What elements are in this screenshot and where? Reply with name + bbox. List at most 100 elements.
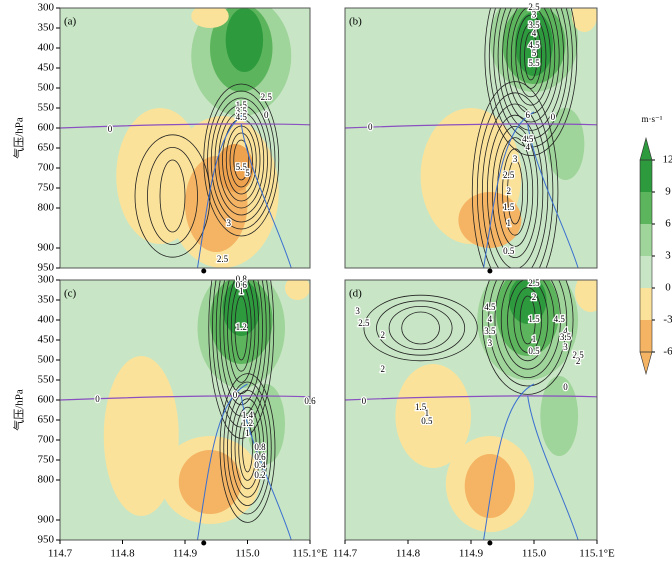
colorbar-tick-label: 6 — [665, 218, 671, 230]
contour-label: 2.5 — [217, 254, 229, 264]
contour-label: 1 — [507, 218, 512, 228]
contour-label: 4 — [488, 314, 493, 324]
y-tick-label: 500 — [38, 354, 55, 366]
contour-label: 3 — [513, 154, 518, 164]
contour-label: 2 — [507, 186, 512, 196]
y-tick-label: 650 — [38, 414, 55, 426]
y-tick-label: 800 — [38, 202, 55, 214]
contour-label: 0.4 — [254, 460, 266, 470]
shaded-region — [458, 192, 521, 248]
y-tick-label: 900 — [38, 514, 55, 526]
y-tick-label: 350 — [38, 22, 55, 34]
panel-label: (d) — [349, 288, 362, 300]
colorbar-tick-label: 12 — [663, 154, 672, 166]
x-tick-label: 115.0 — [235, 548, 260, 560]
station-dot — [201, 541, 206, 546]
panel-label: (c) — [64, 288, 77, 300]
colorbar-tick-label: 0 — [665, 282, 671, 294]
contour-label: 2 — [532, 292, 537, 302]
contour-label: 0 — [233, 390, 238, 400]
contour-label: 0 — [95, 394, 100, 404]
y-tick-label: 350 — [38, 294, 55, 306]
y-tick-label: 950 — [38, 534, 55, 546]
shaded-region — [226, 8, 264, 72]
contour-label: 5 — [532, 48, 537, 58]
contour-label: 0 — [362, 396, 367, 406]
y-tick-label: 600 — [38, 394, 55, 406]
colorbar-tick-label: 3 — [665, 250, 671, 262]
contour-label: 0 — [108, 124, 113, 134]
contour-label: 0 — [563, 382, 568, 392]
contour-label: 4.5 — [236, 112, 248, 122]
colorbar-extension — [640, 352, 652, 374]
y-tick-label: 450 — [38, 334, 55, 346]
contour-label: 1 — [532, 334, 537, 344]
contour-label: 0.5 — [503, 246, 515, 256]
contour-label: 2 — [381, 364, 386, 374]
contour-label: 3.5 — [484, 326, 496, 336]
contour-label: 4 — [525, 142, 530, 152]
contour-label: 5.5 — [528, 58, 540, 68]
y-tick-label: 600 — [38, 122, 55, 134]
contour-label: 0.8 — [254, 442, 266, 452]
y-tick-label: 700 — [38, 434, 55, 446]
y-tick-label: 750 — [38, 182, 55, 194]
x-tick-label: 114.9 — [173, 548, 198, 560]
contour-label: 0.5 — [421, 416, 433, 426]
y-tick-label: 400 — [38, 42, 55, 54]
panel-plot — [345, 0, 597, 302]
y-axis-label: 气压/hPa — [12, 117, 26, 159]
contour-label: 1 — [245, 428, 250, 438]
contour-label: 4.5 — [484, 302, 496, 312]
colorbar-band — [640, 224, 652, 256]
shaded-region — [465, 454, 515, 518]
colorbar-extension — [640, 138, 652, 160]
x-tick-label: 114.8 — [110, 548, 135, 560]
colorbar-tick-label: -6 — [663, 346, 672, 358]
contour-label: 2 — [381, 330, 386, 340]
y-tick-label: 300 — [38, 274, 55, 286]
contour-label: 2.5 — [528, 278, 540, 288]
contour-label: 1.2 — [236, 322, 247, 332]
contour-label: 4 — [532, 28, 537, 38]
y-tick-label: 550 — [38, 102, 55, 114]
contour-label: 5 — [245, 168, 250, 178]
contour-label: 1.5 — [528, 314, 540, 324]
colorbar-unit: m·s⁻¹ — [642, 114, 663, 124]
station-dot — [487, 541, 492, 546]
contour-label: 3 — [532, 9, 537, 19]
contour-label: 3.5 — [560, 332, 572, 342]
contour-label: 3 — [227, 218, 232, 228]
y-tick-label: 500 — [38, 82, 55, 94]
shaded-region — [575, 272, 607, 312]
contour-label: 3 — [355, 306, 360, 316]
station-dot — [487, 269, 492, 274]
colorbar-band — [640, 192, 652, 224]
x-tick-label: 115.0 — [522, 548, 547, 560]
contour-label: 2.5 — [503, 170, 515, 180]
contour-label: 0 — [551, 112, 556, 122]
y-tick-label: 750 — [38, 454, 55, 466]
y-tick-label: 300 — [38, 2, 55, 14]
x-tick-label: 114.9 — [459, 548, 484, 560]
colorbar-band — [640, 320, 652, 352]
contour-label: 0 — [264, 110, 269, 120]
y-tick-label: 950 — [38, 262, 55, 274]
y-axis-label: 气压/hPa — [12, 389, 26, 431]
panel-label: (b) — [349, 16, 362, 28]
contour-label: 0 — [368, 122, 373, 132]
colorbar-tick-label: -3 — [663, 314, 672, 326]
y-tick-label: 450 — [38, 62, 55, 74]
station-dot — [201, 269, 206, 274]
shaded-region — [572, 0, 597, 32]
panel-plot — [345, 246, 606, 540]
colorbar-band — [640, 288, 652, 320]
x-tick-label: 114.7 — [48, 548, 73, 560]
contour-label: 6 — [525, 110, 530, 120]
y-tick-label: 700 — [38, 162, 55, 174]
contour-label: 3 — [563, 342, 568, 352]
contour-label: 0.2 — [254, 470, 265, 480]
colorbar-band — [640, 256, 652, 288]
x-tick-label: 114.7 — [333, 548, 358, 560]
